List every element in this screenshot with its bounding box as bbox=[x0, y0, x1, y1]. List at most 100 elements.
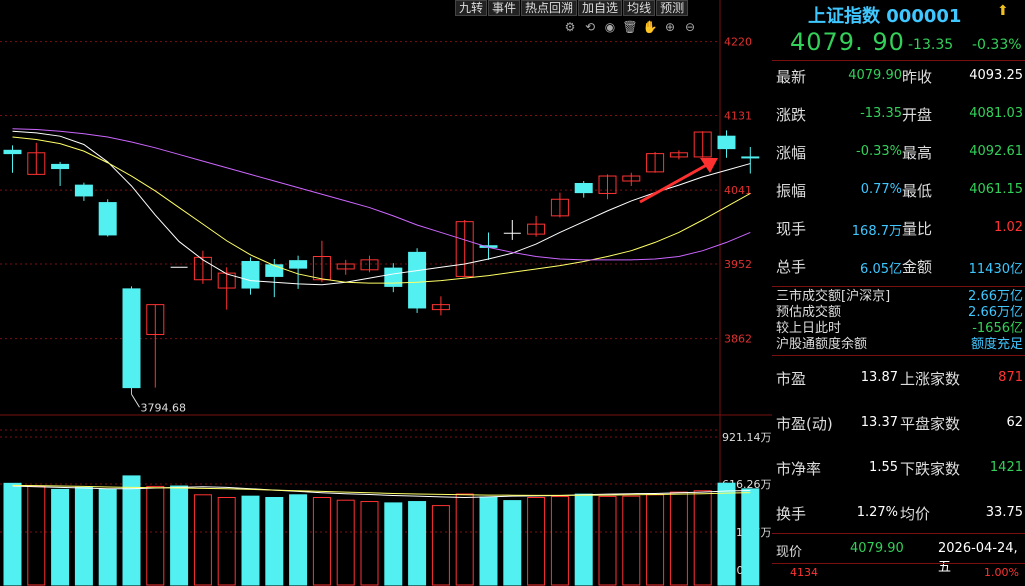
stock-title: 上证指数 000001 bbox=[808, 6, 962, 27]
candle-body bbox=[74, 184, 93, 197]
candle-body bbox=[265, 264, 284, 277]
current-label: 现价 bbox=[776, 545, 803, 560]
ma-line-yellow bbox=[12, 136, 751, 284]
toolbar-button-1[interactable]: 事件 bbox=[488, 0, 521, 16]
toolbar-button-4[interactable]: 均线 bbox=[623, 0, 656, 16]
volume-bar bbox=[27, 485, 46, 586]
stat-value: 13.37 bbox=[860, 415, 898, 430]
candle-body bbox=[3, 149, 22, 155]
kline-chart[interactable]: 42204131404139523862921.14万616.26万311.37… bbox=[0, 0, 772, 586]
candle-body bbox=[289, 260, 308, 269]
quote-value: 4092.61 bbox=[969, 144, 1023, 159]
volume-bar bbox=[408, 501, 427, 586]
volume-bar bbox=[217, 497, 236, 586]
eye-icon[interactable]: ◉ bbox=[604, 20, 616, 34]
price-tick-label: 4220 bbox=[724, 36, 752, 49]
quote-label: 最低 bbox=[902, 182, 933, 200]
stat-value: 871 bbox=[998, 370, 1023, 385]
volume-bar bbox=[241, 495, 260, 586]
zoom-out-icon[interactable]: ⊖ bbox=[684, 20, 696, 34]
volume-ma-white bbox=[12, 485, 751, 499]
volume-bar bbox=[693, 490, 712, 586]
stat-row: 市净率 1.55 下跌家数 1421 bbox=[772, 458, 1025, 482]
toolbar-button-5[interactable]: 预测 bbox=[656, 0, 689, 16]
quote-label: 涨跌 bbox=[776, 106, 807, 124]
toolbar-button-3[interactable]: 加自选 bbox=[578, 0, 623, 16]
quote-row: 涨幅 -0.33% 最高 4092.61 bbox=[772, 142, 1025, 166]
volume-bar bbox=[431, 505, 450, 586]
volume-bar bbox=[146, 485, 165, 586]
volume-bar bbox=[336, 499, 355, 586]
stat-label: 市盈 bbox=[776, 370, 807, 388]
volume-bar bbox=[669, 491, 688, 586]
quote-label: 量比 bbox=[902, 220, 933, 238]
candle-body bbox=[717, 135, 736, 150]
quote-row: 现手 168.7万 量比 1.02 bbox=[772, 218, 1025, 242]
volume-bar bbox=[527, 497, 546, 586]
volume-bar bbox=[312, 497, 331, 586]
zoom-in-icon[interactable]: ⊕ bbox=[664, 20, 676, 34]
hand-icon[interactable]: ✋ bbox=[642, 20, 658, 34]
candle-body bbox=[741, 156, 760, 159]
trash-icon[interactable]: 🗑 bbox=[622, 20, 638, 34]
quote-value: -13.35 bbox=[860, 106, 902, 121]
price-tick-label: 3862 bbox=[724, 333, 752, 346]
restore-icon[interactable]: ⟲ bbox=[584, 20, 596, 34]
volume-bar bbox=[360, 501, 379, 586]
quote-label: 涨幅 bbox=[776, 144, 807, 162]
bottom-left-value: 4134 bbox=[790, 566, 818, 579]
pin-icon[interactable]: ⬆ bbox=[997, 3, 1009, 19]
stat-row: 换手 1.27% 均价 33.75 bbox=[772, 503, 1025, 527]
candle-body bbox=[527, 223, 546, 235]
stat-value: 1.55 bbox=[869, 460, 898, 475]
stat-row: 市盈(动) 13.37 平盘家数 62 bbox=[772, 413, 1025, 437]
volume-bar bbox=[265, 497, 284, 586]
candle-body bbox=[598, 175, 617, 194]
stat-label: 市盈(动) bbox=[776, 415, 833, 433]
volume-bar bbox=[98, 488, 117, 586]
volume-bar bbox=[503, 500, 522, 586]
quote-label: 最新 bbox=[776, 68, 807, 86]
stat-label: 均价 bbox=[900, 505, 931, 523]
quote-value: 4079.90 bbox=[848, 68, 902, 83]
volume-tick-label: 921.14万 bbox=[722, 431, 772, 444]
candle-body bbox=[217, 272, 236, 289]
price-tick-label: 4041 bbox=[724, 184, 752, 197]
volume-bar bbox=[3, 482, 22, 586]
quote-value: 4093.25 bbox=[969, 68, 1023, 83]
stat-label: 市净率 bbox=[776, 460, 822, 478]
current-price: 4079. 90 bbox=[790, 28, 905, 56]
quote-label: 最高 bbox=[902, 144, 933, 162]
candle-body bbox=[193, 256, 212, 281]
stat-value: 13.87 bbox=[860, 370, 898, 385]
volume-bar bbox=[51, 488, 70, 586]
toolbar-button-0[interactable]: 九转 bbox=[455, 0, 488, 16]
market-label: 预估成交额 bbox=[776, 305, 842, 320]
market-value: 额度充足 bbox=[970, 337, 1023, 352]
chart-toolbar: 九转 事件 热点回溯 加自选 均线 预测 bbox=[455, 0, 689, 16]
candle-body bbox=[431, 304, 450, 311]
price-tick-label: 4131 bbox=[724, 109, 752, 122]
market-label: 较上日此时 bbox=[776, 321, 842, 336]
candle-body bbox=[455, 221, 474, 277]
volume-bar bbox=[550, 496, 569, 586]
settings-icon[interactable]: ⚙ bbox=[564, 20, 576, 34]
candle-body bbox=[384, 267, 403, 287]
volume-bar bbox=[289, 494, 308, 586]
market-label: 沪股通额度余额 bbox=[776, 337, 868, 352]
stat-value: 1.27% bbox=[856, 505, 898, 520]
toolbar-button-2[interactable]: 热点回溯 bbox=[521, 0, 578, 16]
candle-body bbox=[574, 182, 593, 194]
candle-body bbox=[550, 198, 569, 217]
ma-line-purple bbox=[12, 128, 751, 261]
candle-body bbox=[408, 251, 427, 309]
quote-label: 昨收 bbox=[902, 68, 933, 86]
quote-value: 4061.15 bbox=[969, 182, 1023, 197]
quote-value: 6.05亿 bbox=[860, 262, 902, 277]
volume-bar bbox=[479, 496, 498, 586]
quote-value: 168.7万 bbox=[851, 224, 902, 239]
candle-body bbox=[241, 260, 260, 289]
stat-label: 换手 bbox=[776, 505, 807, 523]
volume-bar bbox=[74, 486, 93, 586]
candle-body bbox=[51, 163, 70, 170]
